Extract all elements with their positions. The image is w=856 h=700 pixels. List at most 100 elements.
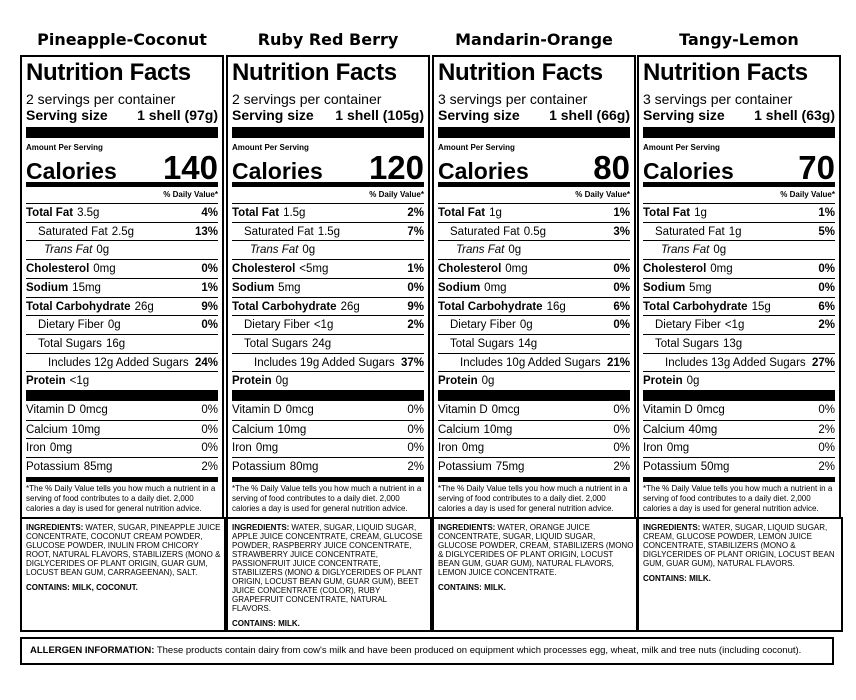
- vitamin-amount: 0mg: [49, 442, 73, 455]
- vitamin-left: Vitamin D 0mcg: [438, 404, 520, 416]
- nutrient-dv: 0%: [613, 281, 630, 294]
- nutrient-left: Total Fat 1.5g: [232, 207, 305, 219]
- vitamin-name: Vitamin D: [26, 404, 76, 416]
- nutrition-facts-box: Nutrition Facts 3 servings per container S…: [432, 55, 636, 519]
- nutrient-amount: 1.5g: [283, 207, 306, 219]
- nutrient-left: Cholesterol <5mg: [232, 263, 328, 275]
- nutrient-name: Sodium: [232, 281, 275, 294]
- nutrient-left: Total Sugars 16g: [38, 338, 125, 350]
- footnote: *The % Daily Value tells you how much a …: [438, 484, 628, 513]
- serving-size-value: 1 shell (97g): [137, 107, 218, 123]
- nutrient-amount: 15g: [751, 300, 771, 313]
- vitamin-left: Vitamin D 0mcg: [232, 404, 314, 416]
- nutrient-left: Total Fat 3.5g: [26, 207, 99, 219]
- nutrient-row: Total Carbohydrate 16g 6%: [438, 296, 630, 316]
- vitamin-left: Iron 0mg: [26, 442, 72, 454]
- vitamin-row: Vitamin D 0mcg 0%: [232, 401, 424, 419]
- amount-per-serving: Amount Per Serving: [643, 143, 720, 152]
- ingredients-label: INGREDIENTS:: [438, 523, 496, 532]
- vitamin-dv: 2%: [407, 461, 424, 474]
- vitamin-name: Potassium: [643, 461, 697, 474]
- vitamin-left: Vitamin D 0mcg: [26, 404, 108, 416]
- servings: 2 servings per container: [26, 91, 176, 107]
- daily-value-header: % Daily Value*: [369, 190, 424, 199]
- nutrient-left: Dietary Fiber <1g: [244, 319, 333, 331]
- nutrient-left: Total Sugars 14g: [450, 338, 537, 350]
- thick-bar: [438, 127, 630, 138]
- nutrient-amount: 0mg: [505, 263, 528, 276]
- vitamin-name: Vitamin D: [643, 404, 693, 416]
- nutrient-left: Total Carbohydrate 16g: [438, 301, 566, 313]
- vitamin-row: Vitamin D 0mcg 0%: [438, 401, 630, 419]
- ingredients-label: INGREDIENTS:: [232, 523, 290, 532]
- vitamin-amount: 0mcg: [696, 404, 725, 416]
- thick-bar: [26, 390, 218, 401]
- vitamin-amount: 0mg: [255, 442, 279, 455]
- nutrient-row: Total Fat 3.5g 4%: [26, 203, 218, 222]
- nutrient-name: Cholesterol: [438, 263, 502, 276]
- vitamin-row: Iron 0mg 0%: [643, 438, 835, 457]
- vitamin-name: Iron: [26, 442, 46, 455]
- nutrient-left: Includes 10g Added Sugars: [460, 357, 601, 369]
- vitamin-name: Calcium: [232, 423, 274, 436]
- medium-bar: [232, 182, 424, 187]
- vitamin-dv: 0%: [613, 442, 630, 455]
- nutrient-name: Total Sugars: [244, 337, 308, 350]
- nutrient-row: Total Carbohydrate 15g 6%: [643, 296, 835, 316]
- serving-size-value: 1 shell (105g): [335, 107, 424, 123]
- daily-value-header: % Daily Value*: [163, 190, 218, 199]
- nutrient-amount: 0g: [107, 319, 121, 332]
- nutrient-name: Dietary Fiber: [450, 319, 516, 332]
- vitamin-amount: 50mg: [700, 461, 730, 474]
- nutrient-name: Saturated Fat: [38, 225, 108, 238]
- thick-bar: [438, 390, 630, 401]
- nutrient-amount: 0g: [713, 244, 727, 257]
- nutrient-name: Total Fat: [26, 207, 74, 219]
- nutrient-dv: 2%: [818, 319, 835, 332]
- nutrition-facts-box: Nutrition Facts 2 servings per container S…: [226, 55, 430, 519]
- nutrient-name: Total Fat: [438, 207, 486, 219]
- vitamin-dv: 0%: [407, 423, 424, 436]
- vitamin-row: Calcium 40mg 2%: [643, 419, 835, 439]
- vitamin-amount: 75mg: [495, 461, 525, 474]
- nutrient-name: Includes 13g Added Sugars: [665, 356, 806, 369]
- product-name: Tangy-Lemon: [679, 30, 799, 49]
- nutrient-row: Protein 0g: [438, 371, 630, 390]
- nutrient-left: Protein 0g: [438, 375, 494, 387]
- vitamin-name: Calcium: [643, 423, 685, 436]
- vitamin-amount: 0mg: [461, 442, 485, 455]
- nutrient-row: Total Sugars 14g: [438, 333, 630, 353]
- vitamin-amount: 40mg: [688, 423, 718, 436]
- nutrient-row: Sodium 5mg 0%: [643, 277, 835, 297]
- nutrient-dv: 24%: [194, 356, 218, 369]
- nutrient-row: Total Carbohydrate 26g 9%: [232, 296, 424, 316]
- nutrient-left: Sodium 5mg: [232, 282, 301, 294]
- nutrient-row: Cholesterol 0mg 0%: [438, 259, 630, 278]
- nutrient-dv: 1%: [201, 281, 218, 294]
- nutrient-row: Sodium 15mg 1%: [26, 277, 218, 297]
- nutrient-dv: 0%: [613, 319, 630, 332]
- vitamin-dv: 2%: [613, 461, 630, 474]
- calories-value: 120: [368, 149, 424, 186]
- nutrient-amount: 26g: [134, 300, 154, 313]
- vitamin-dv: 0%: [407, 404, 424, 416]
- thick-bar: [643, 390, 835, 401]
- label-column: Mandarin-Orange Nutrition Facts 3 servings…: [432, 0, 638, 632]
- vitamin-left: Calcium 40mg: [643, 424, 717, 436]
- vitamin-left: Calcium 10mg: [438, 424, 512, 436]
- calories-label: Calories: [26, 158, 117, 184]
- vitamin-name: Calcium: [26, 423, 68, 436]
- nutrient-dv: 6%: [613, 300, 630, 313]
- nutrient-row: Dietary Fiber <1g 2%: [643, 315, 835, 334]
- nutrient-dv: 0%: [818, 281, 835, 294]
- nutrient-left: Sodium 0mg: [438, 282, 507, 294]
- ingredients: INGREDIENTS: WATER, SUGAR, PINEAPPLE JUIC…: [26, 523, 222, 577]
- nutrient-amount: 0g: [302, 244, 316, 257]
- nutrient-name: Total Carbohydrate: [643, 300, 748, 313]
- nutrient-dv: 37%: [400, 356, 424, 369]
- nutrition-title: Nutrition Facts: [438, 59, 603, 86]
- vitamin-dv: 2%: [818, 461, 835, 474]
- daily-value-header: % Daily Value*: [575, 190, 630, 199]
- nutrient-row: Trans Fat 0g: [232, 240, 424, 259]
